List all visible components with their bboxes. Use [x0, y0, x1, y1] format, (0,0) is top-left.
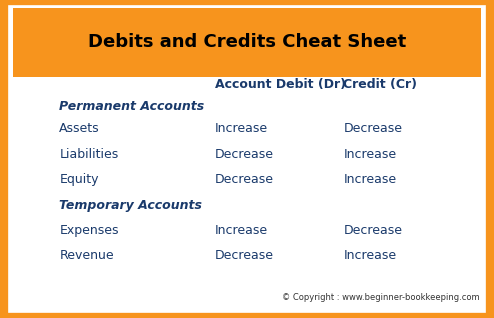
Text: Increase: Increase: [343, 148, 397, 161]
Text: Permanent Accounts: Permanent Accounts: [59, 100, 205, 113]
FancyBboxPatch shape: [9, 6, 485, 312]
Text: Decrease: Decrease: [215, 250, 274, 262]
Text: Decrease: Decrease: [215, 148, 274, 161]
Text: Debits and Credits Cheat Sheet: Debits and Credits Cheat Sheet: [88, 33, 406, 52]
Text: Assets: Assets: [59, 122, 100, 135]
Text: Revenue: Revenue: [59, 250, 114, 262]
Text: Credit (Cr): Credit (Cr): [343, 78, 417, 91]
Text: Decrease: Decrease: [215, 173, 274, 186]
Text: Decrease: Decrease: [343, 122, 402, 135]
Text: Increase: Increase: [215, 224, 268, 237]
Text: Increase: Increase: [215, 122, 268, 135]
Text: Decrease: Decrease: [343, 224, 402, 237]
Text: Equity: Equity: [59, 173, 99, 186]
Text: © Copyright : www.beginner-bookkeeping.com: © Copyright : www.beginner-bookkeeping.c…: [282, 293, 479, 302]
Text: Temporary Accounts: Temporary Accounts: [59, 199, 202, 211]
Text: Expenses: Expenses: [59, 224, 119, 237]
FancyBboxPatch shape: [13, 8, 481, 77]
Text: Account Debit (Dr): Account Debit (Dr): [215, 78, 346, 91]
Text: Liabilities: Liabilities: [59, 148, 119, 161]
Text: Increase: Increase: [343, 250, 397, 262]
Text: Increase: Increase: [343, 173, 397, 186]
